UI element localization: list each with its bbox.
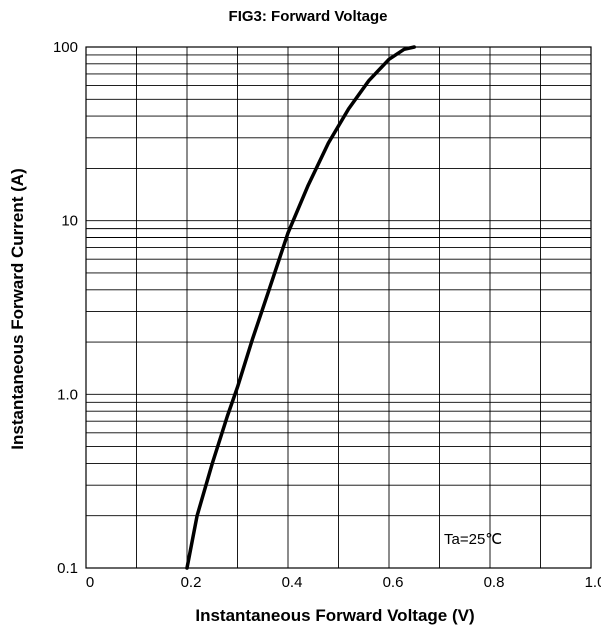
x-tick-label: 0.2 [181,574,202,591]
plot-frame [85,46,592,569]
x-tick-label: 0.6 [383,574,404,591]
x-tick-label: 0.8 [484,574,505,591]
x-axis-label: Instantaneous Forward Voltage (V) [195,606,474,625]
y-tick-label: 0.1 [57,560,78,577]
y-tick-label: 100 [53,39,78,56]
y-tick-label: 1.0 [57,386,78,403]
grid [86,47,591,568]
y-axis-label: Instantaneous Forward Current (A) [8,168,27,449]
x-tick-label: 1.0 [585,574,601,591]
forward-current-curve [185,45,417,570]
temperature-annotation: Ta=25℃ [444,531,502,548]
tick-labels: 0 0.2 0.4 0.6 0.8 1.0 0.1 1.0 10 100 [53,39,601,591]
x-tick-label: 0 [86,574,94,591]
y-tick-label: 10 [61,213,78,230]
chart-title: FIG3: Forward Voltage [229,8,388,25]
x-tick-label: 0.4 [282,574,303,591]
